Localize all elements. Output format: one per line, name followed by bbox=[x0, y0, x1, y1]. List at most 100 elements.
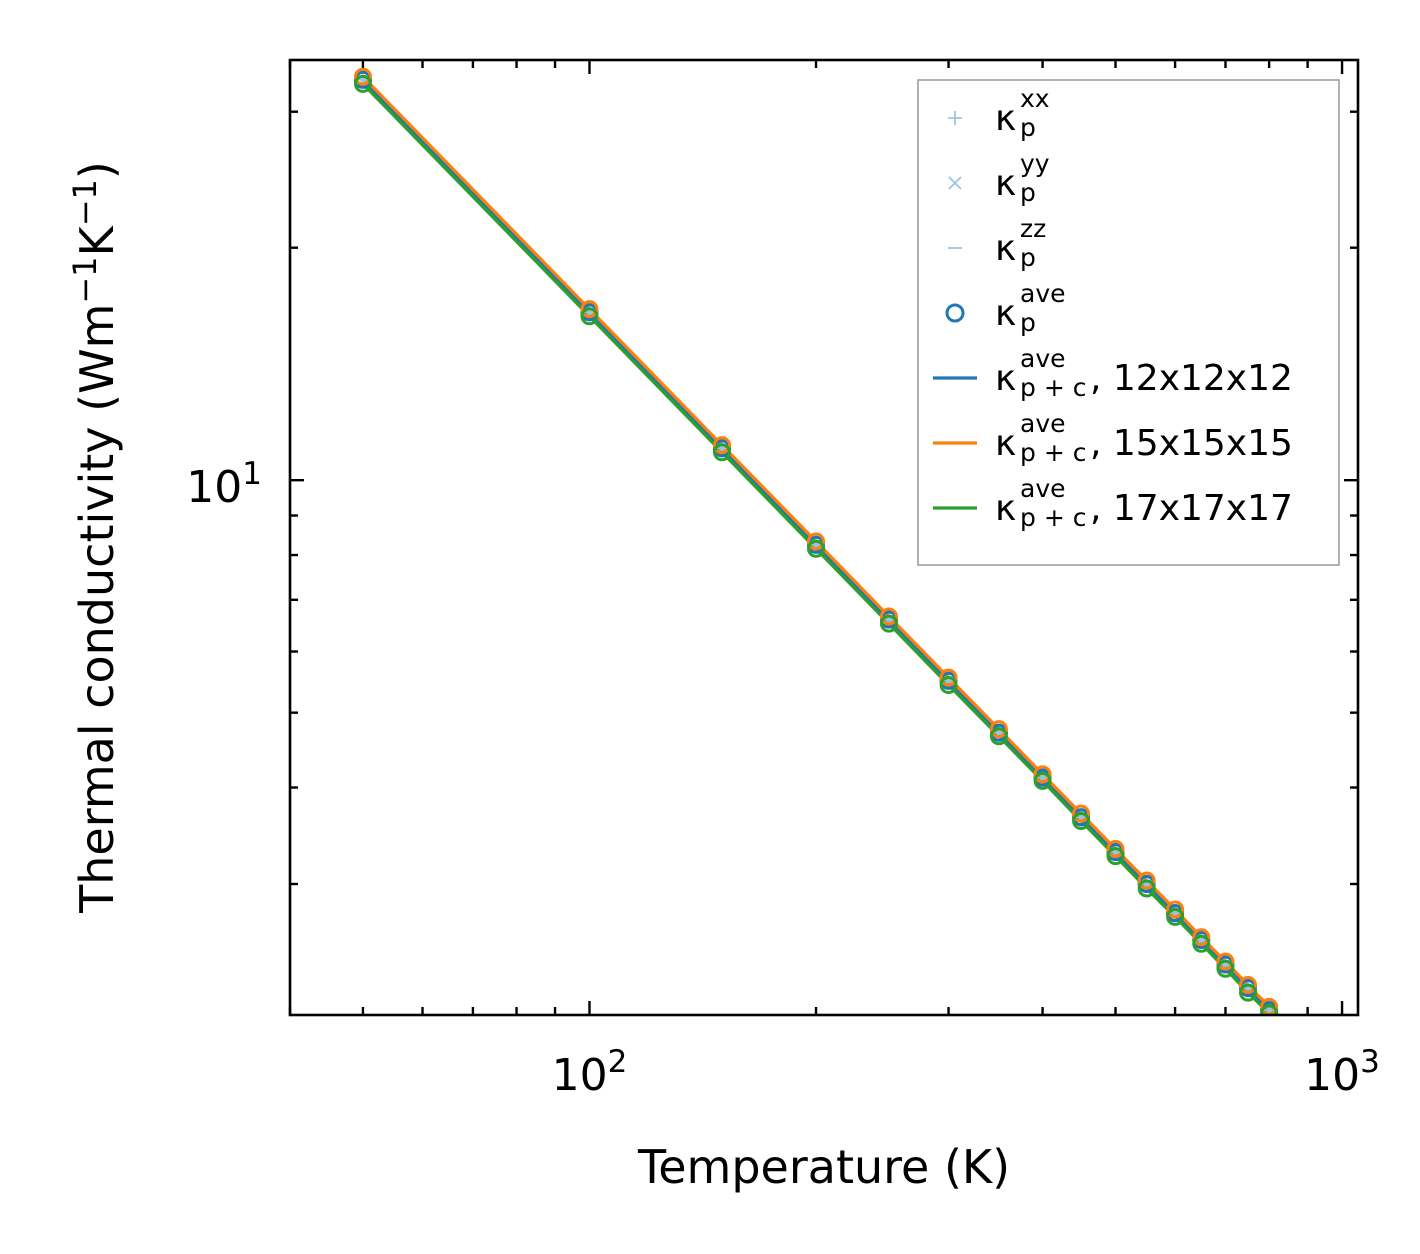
plot-data-clipped bbox=[353, 67, 1280, 1015]
data-point-circle bbox=[580, 300, 599, 319]
data-point-circle bbox=[1033, 765, 1052, 784]
data-point-circle bbox=[989, 727, 1008, 746]
legend-box bbox=[917, 79, 1340, 566]
x-tick-label-base: 10 bbox=[1304, 1050, 1360, 1101]
data-point-circle bbox=[713, 436, 732, 455]
legend-label-symbol: κ bbox=[995, 163, 1016, 204]
legend-label-symbol: κ bbox=[995, 423, 1016, 464]
legend-entry: κ zz p bbox=[948, 214, 1046, 272]
legend-entry: κ ave p + c, 17x17x17 bbox=[933, 474, 1293, 532]
data-point-circle bbox=[1166, 907, 1185, 926]
legend-label-superscript: ave bbox=[1020, 474, 1066, 503]
y-label-sup2: −1 bbox=[66, 179, 104, 226]
legend-label: κ ave p + c, 17x17x17 bbox=[995, 474, 1293, 532]
series-line bbox=[361, 78, 1277, 1015]
legend-label-symbol: κ bbox=[995, 488, 1016, 529]
legend-label-superscript: zz bbox=[1020, 214, 1046, 243]
x-tick-label-exponent: 2 bbox=[608, 1044, 628, 1080]
data-point-circle bbox=[1192, 928, 1211, 947]
data-point-circle bbox=[1072, 804, 1091, 823]
data-point-circle bbox=[1106, 839, 1125, 858]
legend-label-superscript: xx bbox=[1020, 84, 1050, 113]
legend-plus-marker bbox=[948, 111, 962, 125]
data-point-circle bbox=[1239, 983, 1258, 1002]
legend-label: κ ave p + c, 12x12x12 bbox=[995, 344, 1293, 402]
legend-label: κ yy p bbox=[995, 149, 1050, 207]
legend-label-subscript: p bbox=[1020, 243, 1036, 272]
legend-label-superscript: ave bbox=[1020, 344, 1066, 373]
x-axis-label: Temperature (K) bbox=[637, 1140, 1010, 1194]
legend-label-symbol: κ bbox=[995, 98, 1016, 139]
legend-label-mesh: , 15x15x15 bbox=[1090, 423, 1293, 464]
data-point-circle bbox=[1033, 771, 1052, 790]
y-tick-label: 101 bbox=[186, 456, 262, 513]
x-tick-label-base: 10 bbox=[552, 1050, 608, 1101]
legend-entry: κ xx p bbox=[948, 84, 1050, 142]
y-axis-label-text: Thermal conductivity (Wm−1K−1) bbox=[66, 161, 124, 914]
legend-label-subscript: p bbox=[1020, 178, 1036, 207]
axis-ticks bbox=[288, 60, 1358, 1015]
legend-label-subscript: p bbox=[1020, 308, 1036, 337]
legend-label-superscript: ave bbox=[1020, 409, 1066, 438]
data-point-circle bbox=[1239, 975, 1258, 994]
data-point-circle bbox=[1216, 959, 1235, 978]
data-point-circle bbox=[879, 614, 898, 633]
legend-entry: κ ave p bbox=[945, 279, 1066, 337]
data-point-circle bbox=[879, 607, 898, 626]
legend-label-subscript: p + c bbox=[1020, 373, 1086, 402]
data-point-circle bbox=[1106, 847, 1125, 866]
legend-label-symbol: κ bbox=[995, 228, 1016, 269]
data-point-circle bbox=[1260, 1004, 1279, 1015]
y-label-sup1: −1 bbox=[66, 256, 104, 303]
y-tick-label-exponent: 1 bbox=[242, 456, 262, 492]
legend-entry: κ ave p + c, 15x15x15 bbox=[933, 409, 1293, 467]
legend-label-superscript: yy bbox=[1020, 149, 1050, 178]
data-point-circle bbox=[807, 539, 826, 558]
legend-label-symbol: κ bbox=[995, 358, 1016, 399]
y-tick-label-base: 10 bbox=[186, 462, 242, 513]
legend-label-superscript: ave bbox=[1020, 279, 1066, 308]
data-point-circle bbox=[1216, 952, 1235, 971]
data-point-circle bbox=[1137, 871, 1156, 890]
data-point-circle bbox=[1166, 900, 1185, 919]
data-point-circle bbox=[353, 74, 372, 93]
series-line bbox=[361, 75, 1280, 1015]
legend-label: κ zz p bbox=[995, 214, 1046, 272]
legend-circle-marker bbox=[945, 303, 965, 323]
data-point-circle bbox=[939, 668, 958, 687]
legend-cross-marker bbox=[948, 176, 962, 190]
x-tick-label: 102 bbox=[552, 1044, 628, 1101]
legend-label-subscript: p bbox=[1020, 113, 1036, 142]
legend-label-symbol: κ bbox=[995, 293, 1016, 334]
data-point-circle bbox=[1137, 879, 1156, 898]
legend-label-subscript: p + c bbox=[1020, 503, 1086, 532]
data-point-circle bbox=[1072, 811, 1091, 830]
legend-label: κ xx p bbox=[995, 84, 1050, 142]
y-label-suffix: ) bbox=[70, 161, 124, 179]
y-label-mid: K bbox=[70, 224, 124, 256]
data-point-circle bbox=[807, 532, 826, 551]
x-tick-label-exponent: 3 bbox=[1360, 1044, 1380, 1080]
data-point-circle bbox=[989, 720, 1008, 739]
legend-label: κ ave p bbox=[995, 279, 1066, 337]
data-point-circle bbox=[580, 307, 599, 326]
data-point-circle bbox=[713, 443, 732, 462]
legend-entry: κ yy p bbox=[948, 149, 1050, 207]
legend-label: κ ave p + c, 15x15x15 bbox=[995, 409, 1293, 467]
y-label-prefix: Thermal conductivity (Wm bbox=[70, 304, 124, 914]
axes-frame bbox=[288, 58, 1360, 1017]
legend-label-mesh: , 12x12x12 bbox=[1090, 358, 1293, 399]
series-line bbox=[361, 82, 1273, 1015]
y-axis-label: Thermal conductivity (Wm−1K−1) bbox=[66, 161, 124, 914]
data-point-circle bbox=[1192, 934, 1211, 953]
data-point-circle bbox=[939, 675, 958, 694]
data-point-circle bbox=[353, 67, 372, 86]
legend-label-subscript: p + c bbox=[1020, 438, 1086, 467]
plot-data bbox=[353, 67, 1280, 1015]
x-tick-label: 103 bbox=[1304, 1044, 1380, 1101]
legend-label-mesh: , 17x17x17 bbox=[1090, 488, 1293, 529]
legend-entry: κ ave p + c, 12x12x12 bbox=[933, 344, 1293, 402]
